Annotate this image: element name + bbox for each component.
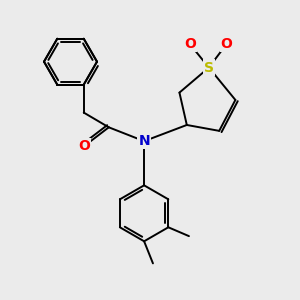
- Text: S: S: [204, 61, 214, 75]
- Text: O: O: [78, 140, 90, 153]
- Text: O: O: [184, 37, 196, 51]
- Text: N: N: [138, 134, 150, 148]
- Text: O: O: [220, 37, 232, 51]
